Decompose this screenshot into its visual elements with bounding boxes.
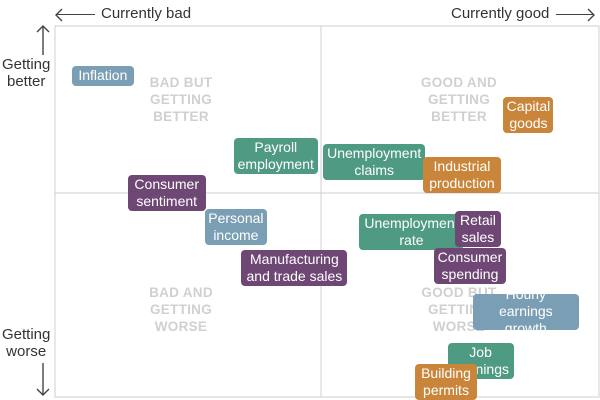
- point-hourly-earnings-growth: Hourly earnings growth: [472, 286, 579, 336]
- point-unemployment-claims: Unemployment claims: [323, 144, 426, 181]
- x-arrow-right-icon: [587, 8, 595, 22]
- x-arrow-left-shaft: [57, 14, 95, 15]
- quadrant-top-left-label: BAD BUT GETTING BETTER: [149, 75, 213, 124]
- point-unemployment-rate: Unemployment rate: [359, 214, 464, 251]
- point-inflation: Inflation: [71, 65, 134, 86]
- quadrant-top-right-label: GOOD AND GETTING BETTER: [420, 75, 498, 124]
- x-axis-left-label: Currently bad: [101, 5, 192, 22]
- point-consumer-spending: Consumer spending: [433, 248, 506, 285]
- y-arrow-up-icon: [36, 25, 50, 55]
- y-axis-top-label: Getting better: [2, 56, 51, 90]
- plot-border: [54, 25, 600, 398]
- point-industrial-production: Industrial production: [422, 157, 501, 194]
- quadrant-bottom-left-label: BAD AND GETTING WORSE: [149, 285, 213, 334]
- point-building-permits: Building permits: [415, 364, 478, 400]
- point-payroll-employment: Payroll employment: [233, 137, 318, 174]
- x-arrow-right-shaft: [556, 14, 594, 15]
- point-manufacturing-and-trade-sales: Manufacturing and trade sales: [241, 249, 348, 286]
- y-axis-bottom-label: Getting worse: [2, 326, 51, 360]
- point-retail-sales: Retail sales: [454, 210, 501, 247]
- y-arrow-down-icon: [36, 363, 50, 396]
- x-axis-right-label: Currently good: [451, 5, 550, 22]
- point-personal-income: Personal income: [204, 209, 267, 246]
- point-capital-goods: Capital goods: [503, 96, 554, 133]
- point-consumer-sentiment: Consumer sentiment: [127, 175, 206, 211]
- x-arrow-left-icon: [55, 8, 63, 22]
